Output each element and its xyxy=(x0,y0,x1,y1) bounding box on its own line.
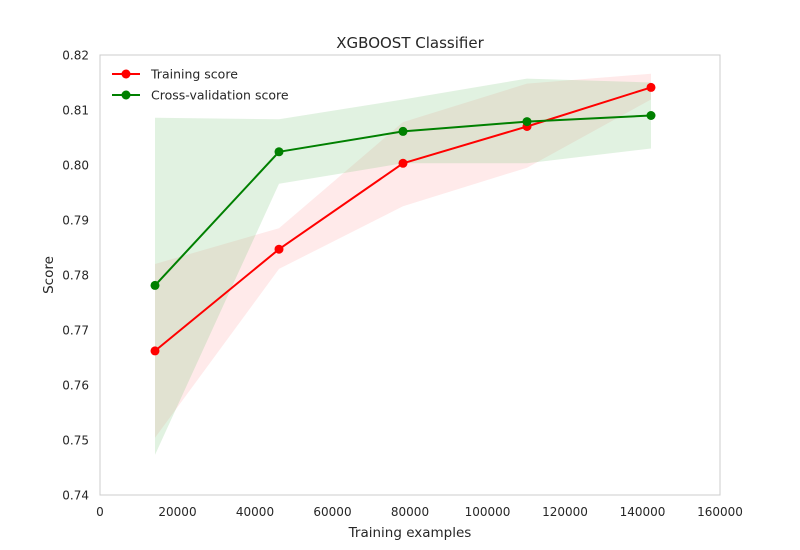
series-1-point xyxy=(274,147,284,157)
y-tick-label: 0.76 xyxy=(62,379,89,393)
series-0-point xyxy=(150,346,160,356)
series-1-point xyxy=(646,111,656,120)
y-axis-label: Score xyxy=(41,256,57,294)
x-tick-label: 80000 xyxy=(391,505,429,519)
series-1-point xyxy=(150,280,160,290)
plot-area xyxy=(99,54,721,496)
legend-label-1: Cross-validation score xyxy=(151,88,289,103)
legend-marker-0 xyxy=(121,69,131,79)
y-tick-label: 0.75 xyxy=(62,434,89,448)
series-1-point xyxy=(522,117,532,127)
y-tick-label: 0.81 xyxy=(62,104,89,118)
chart-title: XGBOOST Classifier xyxy=(336,34,484,52)
x-axis-label: Training examples xyxy=(348,525,472,541)
series-points xyxy=(150,82,656,356)
y-tick-label: 0.80 xyxy=(62,159,89,173)
x-axis-ticks: 0 20000 40000 60000 80000 100000 120000 140000 1… xyxy=(96,505,743,519)
confidence-bands xyxy=(155,73,651,455)
y-tick-label: 0.82 xyxy=(62,49,89,63)
y-tick-label: 0.77 xyxy=(62,324,89,338)
y-tick-label: 0.78 xyxy=(62,269,89,283)
legend: Training score Cross-validation score xyxy=(112,67,289,103)
x-tick-label: 160000 xyxy=(697,505,743,519)
series-1-confidence-band xyxy=(155,78,651,455)
series-0-confidence-band xyxy=(155,73,651,438)
x-tick-label: 20000 xyxy=(158,505,196,519)
y-tick-label: 0.74 xyxy=(62,489,89,503)
series-0-point xyxy=(274,244,284,254)
x-tick-label: 120000 xyxy=(542,505,588,519)
x-tick-label: 100000 xyxy=(465,505,511,519)
series-1-point xyxy=(398,126,408,136)
x-tick-label: 60000 xyxy=(313,505,351,519)
legend-marker-1 xyxy=(121,90,131,100)
series-0-point xyxy=(646,82,656,92)
series-0-point xyxy=(398,158,408,168)
x-tick-label: 140000 xyxy=(620,505,666,519)
x-tick-label: 40000 xyxy=(236,505,274,519)
legend-label-0: Training score xyxy=(150,67,238,82)
y-axis-ticks: 0.74 0.75 0.76 0.77 0.78 0.79 0.80 0.81 0.82 xyxy=(62,49,89,503)
y-tick-label: 0.79 xyxy=(62,214,89,228)
x-tick-label: 0 xyxy=(96,505,104,519)
